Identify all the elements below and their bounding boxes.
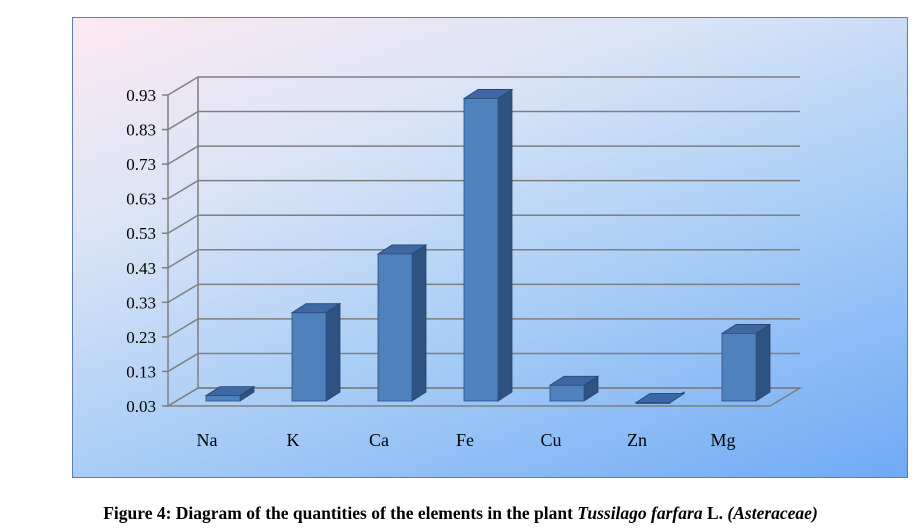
caption-prefix: Figure 4: Diagram of the quantities of t… [103, 503, 578, 523]
gridline [167, 214, 800, 234]
y-tick-label: 0.73 [126, 155, 156, 174]
caption-author: L. [702, 503, 728, 523]
x-category-label: Na [197, 430, 218, 450]
bars [204, 88, 772, 404]
x-axis-categories: Na K Ca Fe Cu Zn Mg [197, 430, 736, 450]
bar-Zn [634, 391, 686, 404]
bar-Mg [720, 323, 772, 402]
x-category-label: Cu [540, 430, 561, 450]
y-tick-label: 0.43 [126, 259, 156, 278]
y-tick-label: 0.13 [126, 362, 156, 381]
bar-side [411, 244, 427, 402]
bar-front [721, 333, 757, 402]
bar-front [205, 395, 241, 402]
bar-front [291, 312, 327, 402]
bar-Fe [462, 88, 514, 402]
gridline [167, 179, 800, 200]
bar-Cu [548, 375, 600, 402]
bar-front [549, 384, 585, 402]
gridlines [162, 76, 800, 407]
bar-side [755, 323, 771, 402]
x-category-label: Mg [710, 430, 735, 450]
figure-caption: Figure 4: Diagram of the quantities of t… [0, 503, 921, 524]
gridline [167, 76, 800, 96]
gridline [167, 145, 800, 165]
gridline [167, 249, 800, 269]
y-tick-label: 0.33 [126, 293, 156, 312]
y-axis-ticks: 0.03 0.13 0.23 0.33 0.43 0.53 0.63 0.73 0.83 0.93 [126, 86, 156, 416]
bar-front [635, 402, 671, 404]
gridline [167, 318, 800, 338]
y-tick-label: 0.53 [126, 224, 156, 243]
x-category-label: Fe [456, 430, 474, 450]
bar-side [325, 302, 341, 402]
y-tick-label: 0.83 [126, 121, 156, 140]
caption-family: (Asteraceae) [727, 503, 818, 523]
bar-top [634, 393, 686, 403]
y-tick-label: 0.93 [126, 86, 156, 105]
x-category-label: Ca [369, 430, 389, 450]
bar-K [290, 302, 342, 402]
gridline [167, 387, 800, 407]
bar-front [463, 98, 499, 402]
x-category-label: K [287, 430, 300, 450]
bar-Ca [376, 244, 428, 402]
gridline [167, 110, 800, 131]
bar-front [377, 253, 413, 402]
y-tick-label: 0.03 [126, 397, 156, 416]
gridline [167, 283, 800, 303]
y-tick-label: 0.63 [126, 190, 156, 209]
bar-side [497, 88, 513, 402]
caption-species: Tussilago farfara [577, 503, 703, 523]
gridline [167, 352, 800, 373]
x-category-label: Zn [627, 430, 647, 450]
bar-chart: 0.03 0.13 0.23 0.33 0.43 0.53 0.63 0.73 0.83 0.93… [126, 76, 803, 450]
y-tick-label: 0.23 [126, 328, 156, 347]
bar-Na [204, 385, 256, 402]
